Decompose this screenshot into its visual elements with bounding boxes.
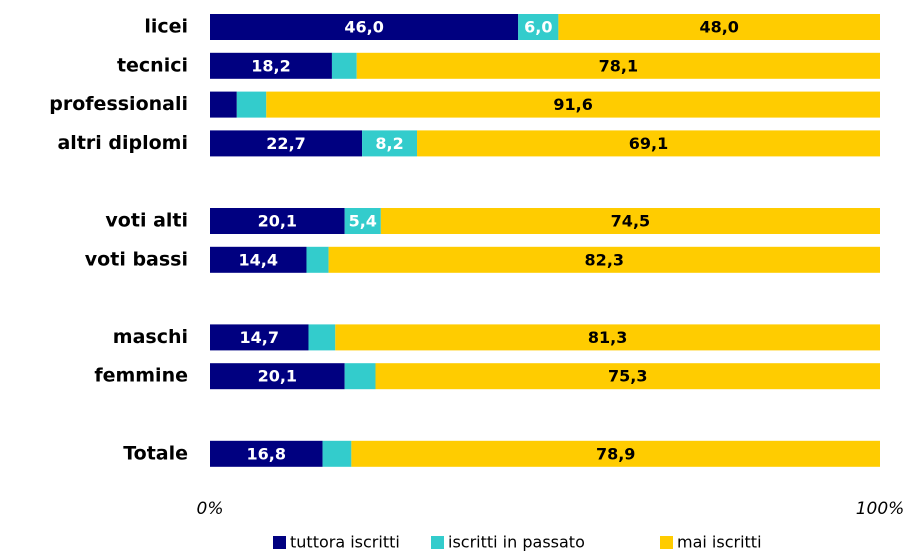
bar-segment [210, 363, 345, 390]
bar-segment [335, 324, 880, 351]
bar-segment [558, 14, 880, 40]
bar-segment [210, 246, 307, 273]
y-tick-label: professionali [49, 93, 188, 115]
bar-segment [210, 130, 363, 157]
legend-swatch [431, 536, 444, 549]
y-tick-label: tecnici [117, 54, 188, 76]
value-label: 20,1 [258, 212, 297, 231]
bar-segment [266, 91, 880, 118]
value-label: 5,4 [349, 212, 377, 231]
bar-segment [306, 246, 329, 273]
y-tick-label: licei [144, 16, 188, 38]
bar-segment [356, 52, 881, 79]
value-label: 48,0 [699, 18, 738, 37]
legend-label: mai iscritti [677, 533, 762, 552]
bar-segment [210, 440, 323, 467]
value-label: 81,3 [588, 328, 627, 347]
y-tick-label: femmine [94, 365, 188, 387]
legend-label: tuttora iscritti [290, 533, 400, 552]
value-label: 18,2 [251, 56, 290, 75]
legend-swatch [660, 536, 673, 549]
bar-segment [210, 208, 345, 234]
value-label: 16,8 [247, 444, 286, 463]
bar-segment [328, 246, 881, 273]
bar-segment [380, 208, 880, 234]
value-label: 22,7 [266, 134, 305, 153]
value-label: 14,4 [238, 250, 277, 269]
y-tick-label: voti alti [105, 210, 188, 232]
y-tick-label: voti bassi [85, 248, 188, 270]
legend-label: iscritti in passato [448, 533, 585, 552]
bar-segment [210, 91, 237, 118]
bar-segment [518, 14, 559, 40]
value-label: 82,3 [585, 250, 624, 269]
value-label: 69,1 [629, 134, 668, 153]
bar-segment [236, 91, 267, 118]
value-label: 75,3 [608, 367, 647, 386]
x-tick-label: 0% [197, 499, 224, 519]
bar-segment [210, 52, 332, 79]
bar-segment [308, 324, 336, 351]
bar-segment [362, 130, 418, 157]
value-label: 6,0 [524, 18, 552, 37]
bar-segment [344, 208, 381, 234]
value-label: 91,6 [553, 95, 592, 114]
y-tick-label: Totale [123, 442, 188, 464]
bar-segment [210, 14, 519, 40]
x-tick-label: 100% [856, 499, 905, 519]
value-label: 78,9 [596, 444, 635, 463]
legend-swatch [273, 536, 286, 549]
value-label: 20,1 [258, 367, 297, 386]
value-label: 14,7 [240, 328, 279, 347]
value-label: 78,1 [599, 56, 638, 75]
bar-segment [331, 52, 357, 79]
value-label: 8,2 [375, 134, 403, 153]
bar-segment [351, 440, 880, 467]
y-tick-label: maschi [113, 326, 188, 348]
y-tick-label: altri diplomi [57, 132, 188, 154]
bar-segment [210, 324, 309, 351]
bar-segment [322, 440, 352, 467]
value-label: 74,5 [611, 212, 650, 231]
bar-segment [417, 130, 880, 157]
bar-segment [375, 363, 880, 390]
bar-segment [344, 363, 376, 390]
value-label: 46,0 [344, 18, 383, 37]
